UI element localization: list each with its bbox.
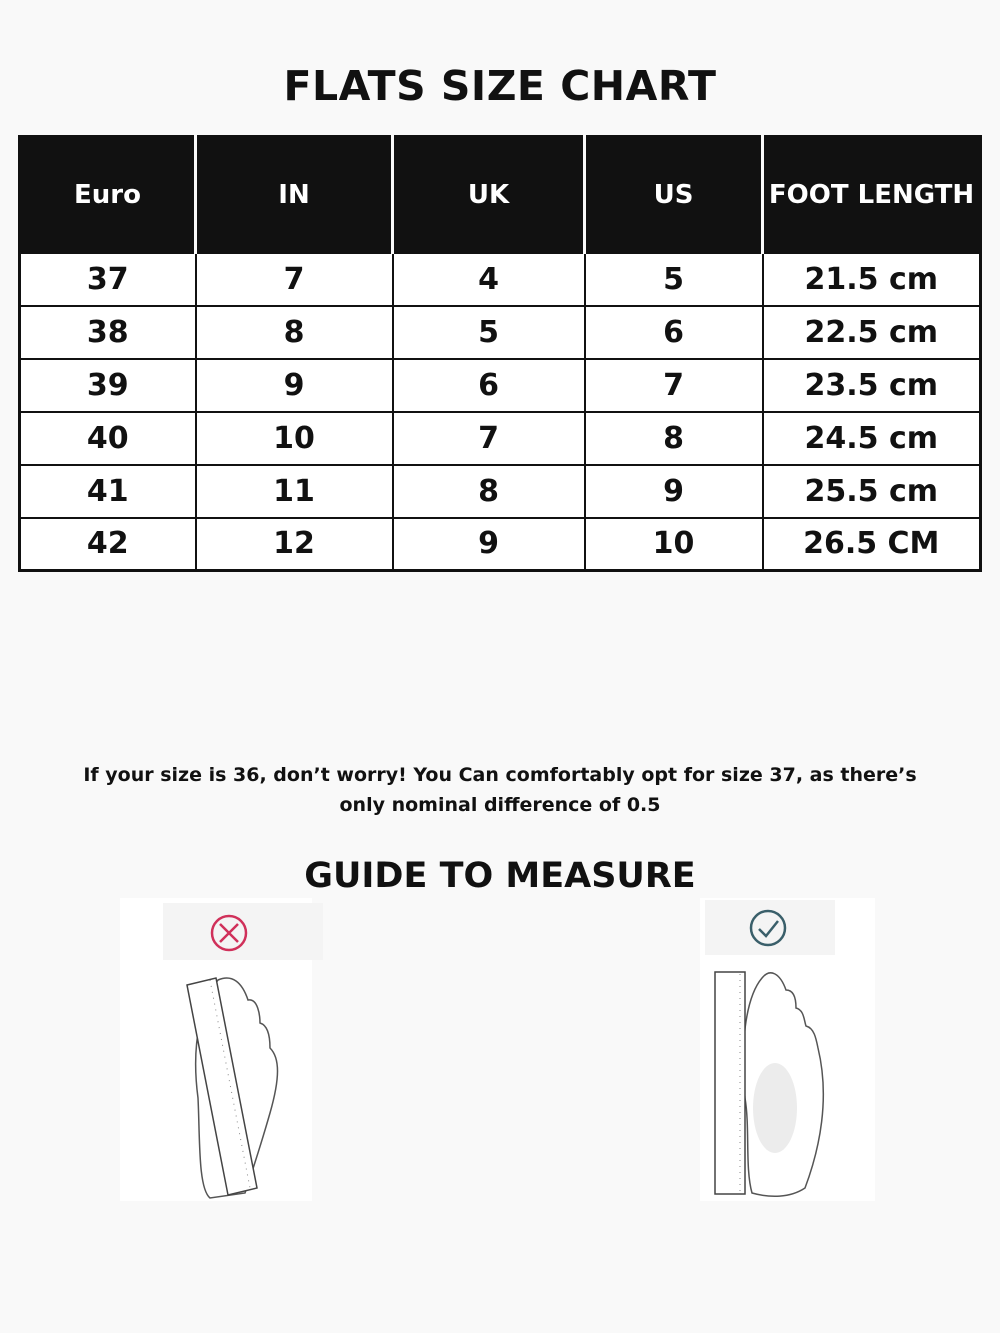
cell-foot-length: 22.5 cm xyxy=(761,304,982,360)
cell-uk: 5 xyxy=(391,304,586,360)
cell-us: 6 xyxy=(583,304,764,360)
cell-euro: 39 xyxy=(18,357,197,413)
cell-euro: 41 xyxy=(18,463,197,519)
cell-uk: 8 xyxy=(391,463,586,519)
cell-us: 8 xyxy=(583,410,764,466)
header-us: US xyxy=(583,135,764,254)
cell-in: 12 xyxy=(194,516,394,572)
incorrect-measure-drawing xyxy=(186,914,279,1199)
x-circle-icon xyxy=(210,914,248,952)
table-row: 42 12 9 10 26.5 CM xyxy=(18,516,982,572)
cell-us: 5 xyxy=(583,251,764,307)
table-row: 40 10 7 8 24.5 cm xyxy=(18,410,982,466)
cell-us: 7 xyxy=(583,357,764,413)
table-row: 38 8 5 6 22.5 cm xyxy=(18,304,982,360)
cell-uk: 4 xyxy=(391,251,586,307)
header-uk: UK xyxy=(391,135,586,254)
header-foot-length: FOOT LENGTH xyxy=(761,135,982,254)
cell-foot-length: 25.5 cm xyxy=(761,463,982,519)
guide-title: GUIDE TO MEASURE xyxy=(304,856,696,896)
cell-in: 7 xyxy=(194,251,394,307)
header-in: IN xyxy=(194,135,394,254)
cell-foot-length: 24.5 cm xyxy=(761,410,982,466)
ruler-icon xyxy=(186,977,258,1196)
cell-us: 9 xyxy=(583,463,764,519)
cell-us: 10 xyxy=(583,516,764,572)
cell-in: 9 xyxy=(194,357,394,413)
cell-uk: 6 xyxy=(391,357,586,413)
header-euro: Euro xyxy=(19,135,197,254)
size-note: If your size is 36, don’t worry! You Can… xyxy=(60,760,940,820)
size-chart-table: Euro IN UK US FOOT LENGTH 37 7 4 5 21.5 cm 38… xyxy=(18,135,982,572)
note-line-1: If your size is 36, don’t worry! You Can… xyxy=(83,764,917,786)
cell-in: 10 xyxy=(194,410,394,466)
cell-uk: 7 xyxy=(391,410,586,466)
icon-background xyxy=(163,903,323,960)
table-header-row: Euro IN UK US FOOT LENGTH xyxy=(19,135,982,254)
note-line-2: only nominal difference of 0.5 xyxy=(339,794,661,816)
cell-foot-length: 21.5 cm xyxy=(761,251,982,307)
cell-euro: 38 xyxy=(18,304,197,360)
cell-euro: 42 xyxy=(18,516,197,572)
cell-euro: 37 xyxy=(18,251,197,307)
table-row: 37 7 4 5 21.5 cm xyxy=(18,251,982,307)
cell-uk: 9 xyxy=(391,516,586,572)
page-title: FLATS SIZE CHART xyxy=(283,62,717,110)
cell-euro: 40 xyxy=(18,410,197,466)
cell-in: 11 xyxy=(194,463,394,519)
table-row: 41 11 8 9 25.5 cm xyxy=(18,463,982,519)
correct-measure-drawing xyxy=(714,909,825,1198)
check-circle-icon xyxy=(749,909,787,947)
foot-icon xyxy=(742,972,825,1198)
cell-in: 8 xyxy=(194,304,394,360)
table-row: 39 9 6 7 23.5 cm xyxy=(18,357,982,413)
cell-foot-length: 26.5 CM xyxy=(761,516,982,572)
ruler-icon xyxy=(714,971,746,1195)
cell-foot-length: 23.5 cm xyxy=(761,357,982,413)
